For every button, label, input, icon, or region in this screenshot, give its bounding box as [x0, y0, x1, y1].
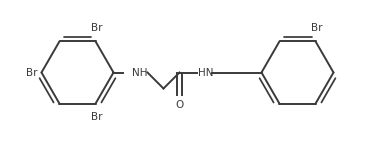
Text: NH: NH [132, 67, 148, 78]
Text: Br: Br [26, 67, 38, 78]
Text: O: O [175, 100, 183, 110]
Text: Br: Br [311, 23, 322, 33]
Text: Br: Br [91, 112, 102, 122]
Text: HN: HN [199, 67, 214, 78]
Text: Br: Br [91, 23, 102, 33]
